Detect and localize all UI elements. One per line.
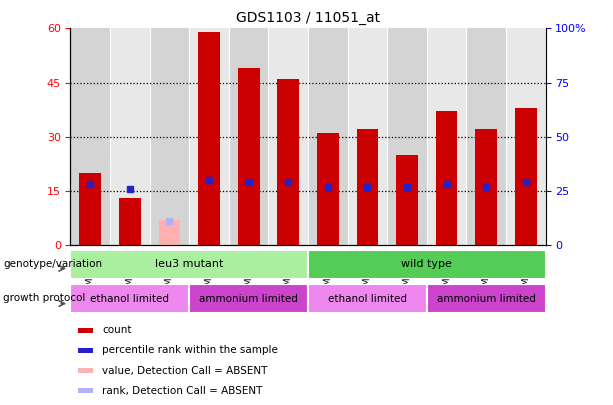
Bar (308, 284, 427, 313)
Bar (229, 28, 268, 245)
Bar (78, 368, 93, 373)
Bar (387, 28, 427, 245)
Bar (119, 198, 141, 245)
Bar (317, 133, 339, 245)
Text: ammonium limited: ammonium limited (436, 294, 536, 304)
Bar (268, 28, 308, 245)
Bar (308, 28, 348, 245)
Text: ammonium limited: ammonium limited (199, 294, 298, 304)
Text: rank, Detection Call = ABSENT: rank, Detection Call = ABSENT (102, 386, 262, 396)
Bar (80, 173, 101, 245)
Text: value, Detection Call = ABSENT: value, Detection Call = ABSENT (102, 366, 268, 375)
Bar (427, 284, 546, 313)
Bar (475, 130, 497, 245)
Bar (238, 68, 259, 245)
Text: growth protocol: growth protocol (3, 294, 85, 303)
Bar (78, 328, 93, 333)
Bar (277, 79, 299, 245)
Bar (427, 28, 466, 245)
Text: ethanol limited: ethanol limited (90, 294, 169, 304)
Text: percentile rank within the sample: percentile rank within the sample (102, 345, 278, 355)
Bar (348, 28, 387, 245)
Text: leu3 mutant: leu3 mutant (155, 259, 224, 269)
Bar (436, 111, 457, 245)
Text: ethanol limited: ethanol limited (328, 294, 407, 304)
Text: genotype/variation: genotype/variation (3, 259, 102, 269)
Bar (150, 28, 189, 245)
Title: GDS1103 / 11051_at: GDS1103 / 11051_at (236, 11, 380, 25)
Bar (515, 108, 536, 245)
Bar (110, 28, 150, 245)
Text: count: count (102, 325, 132, 335)
Bar (70, 28, 110, 245)
Bar (189, 284, 308, 313)
Bar (357, 130, 378, 245)
Bar (396, 155, 418, 245)
Bar (506, 28, 546, 245)
Bar (70, 284, 189, 313)
Bar (78, 348, 93, 353)
Bar (189, 28, 229, 245)
Bar (78, 388, 93, 393)
Bar (466, 28, 506, 245)
Bar (308, 249, 546, 279)
Bar (70, 249, 308, 279)
Text: wild type: wild type (402, 259, 452, 269)
Bar (198, 32, 220, 245)
Bar (159, 220, 180, 245)
